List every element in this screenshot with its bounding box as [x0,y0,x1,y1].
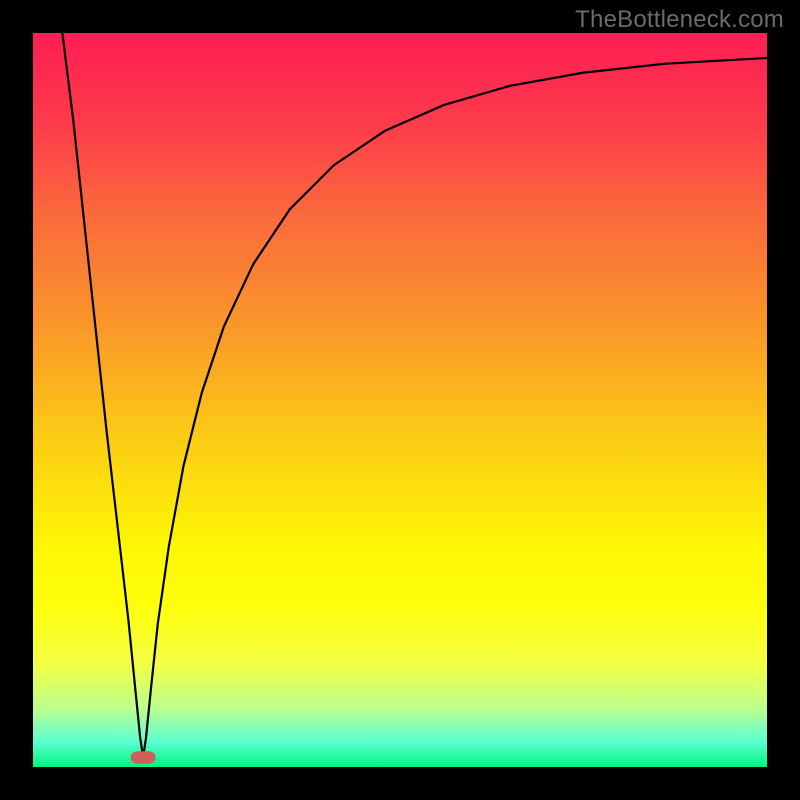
curve-layer [33,33,767,767]
bottleneck-curve [62,33,767,757]
watermark-text: TheBottleneck.com [575,6,784,34]
optimum-marker [131,751,156,763]
plot-area [33,33,767,767]
chart-frame: TheBottleneck.com [0,0,800,800]
